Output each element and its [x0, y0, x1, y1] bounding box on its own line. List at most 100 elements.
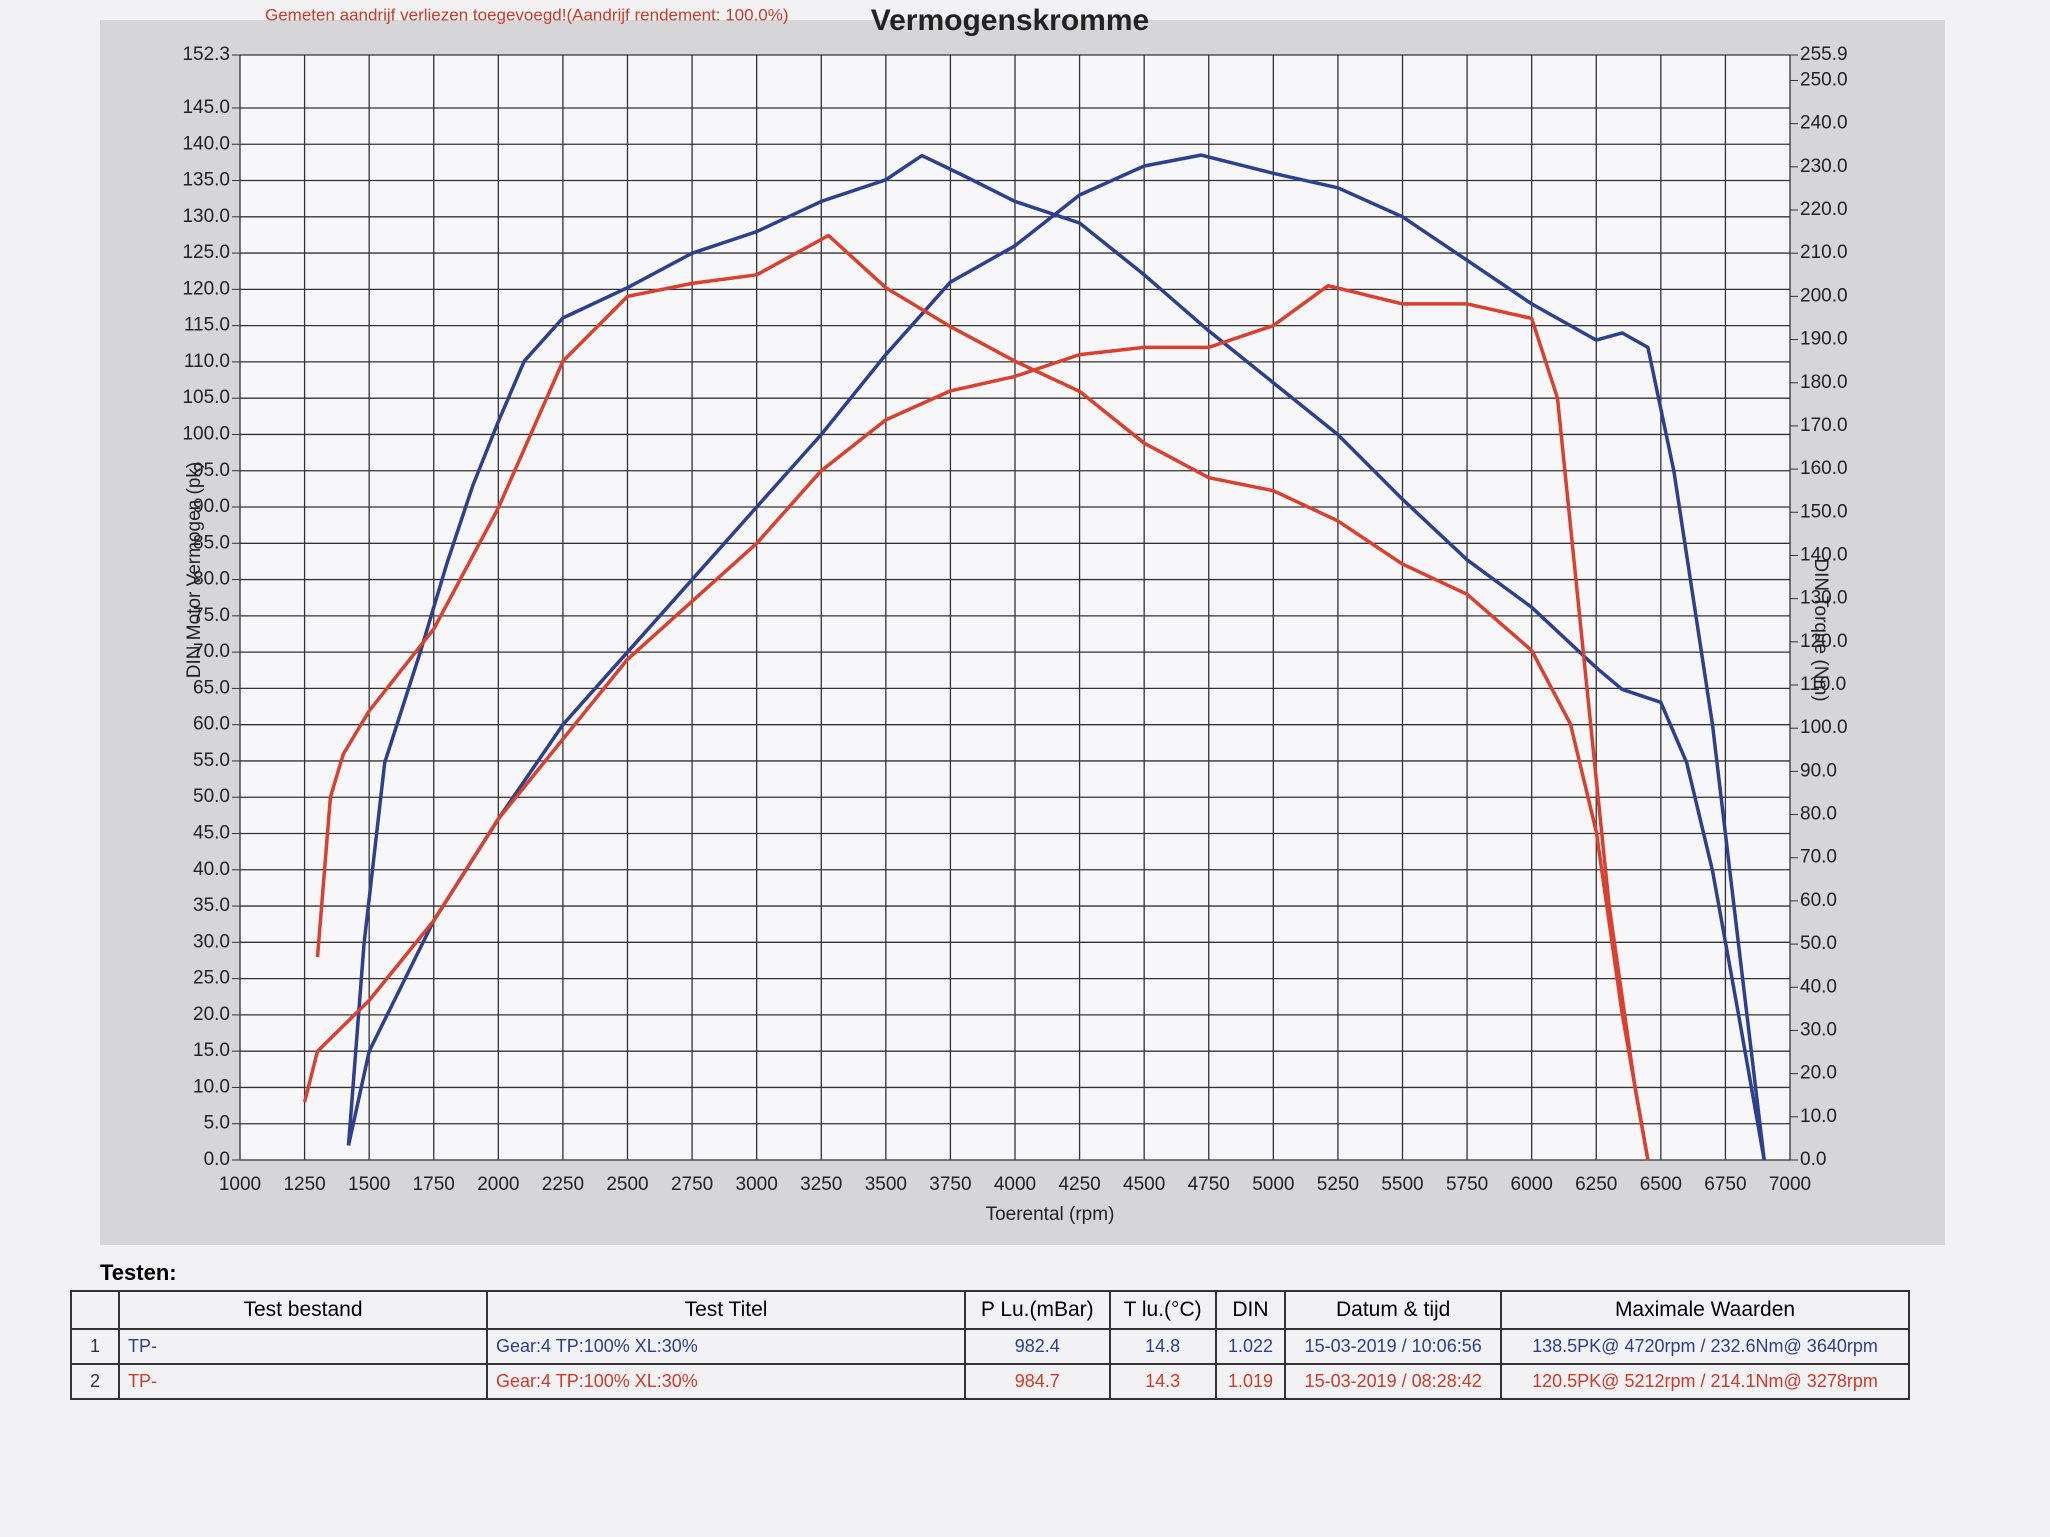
y-tick-label: 105.0 — [182, 387, 230, 408]
y-tick-label: 115.0 — [184, 315, 230, 336]
table-cell: 15-03-2019 / 10:06:56 — [1284, 1328, 1502, 1365]
y-tick-label: 125.0 — [182, 242, 230, 263]
y-tick-label: 80.0 — [193, 569, 230, 590]
x-tick-label: 5250 — [1317, 1174, 1359, 1195]
y-tick-label: 5.0 — [204, 1113, 230, 1134]
y-tick-label: 135.0 — [182, 170, 230, 191]
header-cell: Datum & tijd — [1284, 1290, 1502, 1330]
y2-tick-label: 200.0 — [1800, 285, 1848, 306]
table-cell: 982.4 — [964, 1328, 1111, 1365]
table-cell: 1.022 — [1214, 1328, 1287, 1365]
y-tick-label: 55.0 — [193, 750, 230, 771]
x-tick-label: 4000 — [994, 1174, 1036, 1195]
table-row: 1 TP- Gear:4 TP:100% XL:30% 982.4 14.8 1.022 1… — [70, 1328, 1910, 1365]
y-tick-label: 45.0 — [193, 823, 230, 844]
y2-tick-label: 30.0 — [1800, 1019, 1837, 1040]
x-tick-label: 4750 — [1188, 1174, 1230, 1195]
x-tick-label: 3750 — [929, 1174, 971, 1195]
x-tick-label: 5000 — [1252, 1174, 1294, 1195]
y2-tick-label: 180.0 — [1800, 372, 1848, 393]
y-tick-label: 140.0 — [182, 133, 230, 154]
table-cell: Gear:4 TP:100% XL:30% — [486, 1328, 966, 1365]
y2-tick-label: 100.0 — [1800, 717, 1848, 738]
table-row: 2 TP- Gear:4 TP:100% XL:30% 984.7 14.3 1.019 1… — [70, 1363, 1910, 1400]
header-row: Test bestand Test Titel P Lu.(mBar) T lu… — [70, 1290, 1910, 1330]
table-cell: 1.019 — [1214, 1363, 1287, 1400]
y2-tick-label: 120.0 — [1800, 631, 1848, 652]
table-cell: Gear:4 TP:100% XL:30% — [486, 1363, 966, 1400]
header-cell: Test Titel — [486, 1290, 966, 1330]
x-tick-label: 6250 — [1575, 1174, 1617, 1195]
y-tick-label: 60.0 — [193, 714, 230, 735]
x-tick-label: 5500 — [1381, 1174, 1423, 1195]
table-cell: 1 — [70, 1328, 120, 1365]
x-tick-label: 3500 — [865, 1174, 907, 1195]
x-tick-label: 4250 — [1058, 1174, 1100, 1195]
y2-tick-label: 50.0 — [1800, 933, 1837, 954]
x-tick-label: 5750 — [1446, 1174, 1488, 1195]
y2-axis-label: DIN Torque (Nm) — [1810, 558, 1831, 701]
table-cell: TP- — [118, 1363, 488, 1400]
y-tick-label: 130.0 — [182, 206, 230, 227]
y-tick-label: 75.0 — [193, 605, 230, 626]
y2-tick-label: 40.0 — [1800, 976, 1837, 997]
y-tick-label: 0.0 — [204, 1149, 230, 1170]
chart-subtitle: Gemeten aandrijf verliezen toegevoegd!(A… — [265, 5, 789, 24]
y2-tick-label: 70.0 — [1800, 847, 1837, 868]
y2-tick-label: 190.0 — [1800, 329, 1848, 350]
x-tick-label: 1500 — [348, 1174, 390, 1195]
table-cell: 15-03-2019 / 08:28:42 — [1284, 1363, 1502, 1400]
line — [302, 283, 1650, 1161]
header-cell: Test bestand — [118, 1290, 488, 1330]
y-tick-label: 10.0 — [193, 1076, 230, 1097]
header-cell: T lu.(°C) — [1108, 1290, 1217, 1330]
x-tick-label: 2500 — [606, 1174, 648, 1195]
y2-tick-label: 150.0 — [1800, 501, 1848, 522]
y2-tick-label: 130.0 — [1800, 588, 1848, 609]
x-tick-label: 2750 — [671, 1174, 713, 1195]
x-tick-label: 7000 — [1769, 1174, 1811, 1195]
x-tick-label: 6000 — [1511, 1174, 1553, 1195]
y2-tick-label: 0.0 — [1800, 1149, 1826, 1170]
y-tick-label: 90.0 — [193, 496, 230, 517]
table-cell: 14.3 — [1108, 1363, 1217, 1400]
y2-tick-label: 90.0 — [1800, 760, 1837, 781]
table-cell: 2 — [70, 1363, 120, 1400]
y-tick-label: 70.0 — [193, 641, 230, 662]
x-tick-label: 6750 — [1704, 1174, 1746, 1195]
y-tick-label: 95.0 — [193, 460, 230, 481]
y2-tick-label: 20.0 — [1800, 1063, 1837, 1084]
chart-title: Vermogenskromme — [871, 4, 1149, 37]
line — [346, 153, 1766, 1161]
y2-tick-label: 80.0 — [1800, 804, 1837, 825]
x-tick-label: 6500 — [1640, 1174, 1682, 1195]
y2-tick-label: 210.0 — [1800, 242, 1848, 263]
y2-tick-label: 220.0 — [1800, 199, 1848, 220]
header-cell: DIN — [1214, 1290, 1287, 1330]
y-tick-label: 65.0 — [193, 677, 230, 698]
y2-tick-label: 110.0 — [1800, 674, 1846, 695]
x-tick-label: 1750 — [413, 1174, 455, 1195]
table-cell: 14.8 — [1108, 1328, 1217, 1365]
header-cell: P Lu.(mBar) — [964, 1290, 1111, 1330]
y2-tick-label: 60.0 — [1800, 890, 1837, 911]
y2-tick-label: 10.0 — [1800, 1106, 1837, 1127]
x-tick-label: 1250 — [283, 1174, 325, 1195]
table-heading: Testen: — [100, 1260, 177, 1285]
y-tick-label: 85.0 — [193, 532, 230, 553]
y-tick-label: 100.0 — [182, 423, 230, 444]
y2-tick-label: 255.9 — [1800, 44, 1848, 65]
y2-tick-label: 140.0 — [1800, 544, 1848, 565]
y-tick-label: 145.0 — [182, 97, 230, 118]
y2-tick-label: 230.0 — [1800, 156, 1848, 177]
results-table: Test bestand Test Titel P Lu.(mBar) T lu… — [70, 1290, 1910, 1400]
x-tick-label: 2250 — [542, 1174, 584, 1195]
y2-tick-label: 240.0 — [1800, 113, 1848, 134]
x-tick-label: 4500 — [1123, 1174, 1165, 1195]
table-cell: 984.7 — [964, 1363, 1111, 1400]
x-tick-label: 2000 — [477, 1174, 519, 1195]
y2-tick-label: 160.0 — [1800, 458, 1848, 479]
y-tick-label: 40.0 — [193, 859, 230, 880]
y-tick-label: 15.0 — [193, 1040, 230, 1061]
